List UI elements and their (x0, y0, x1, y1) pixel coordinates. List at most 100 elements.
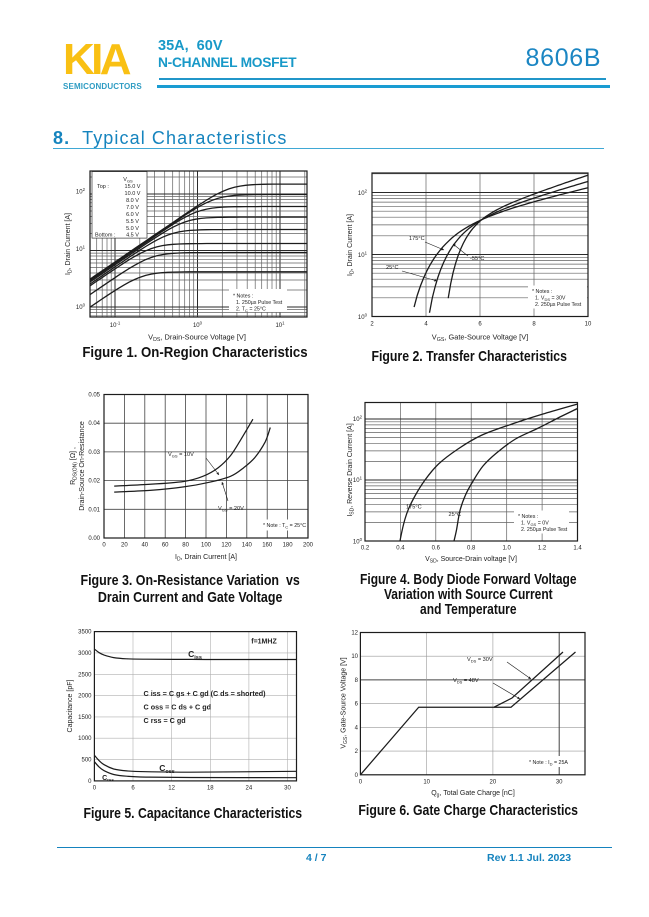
svg-text:100: 100 (193, 320, 203, 329)
svg-text:ISD, Reverse Drain Current [A]: ISD, Reverse Drain Current [A] (347, 423, 356, 516)
svg-text:6: 6 (478, 322, 482, 328)
svg-text:100: 100 (353, 537, 363, 546)
svg-text:101: 101 (353, 475, 363, 484)
svg-text:2. 250µs Pulse Test: 2. 250µs Pulse Test (521, 527, 568, 533)
svg-text:0.04: 0.04 (88, 421, 100, 427)
svg-text:10-1: 10-1 (110, 320, 121, 329)
svg-text:120: 120 (221, 543, 232, 549)
svg-text:6: 6 (355, 702, 359, 708)
svg-text:1.4: 1.4 (573, 546, 582, 552)
svg-text:Capacitance [pF]: Capacitance [pF] (67, 679, 74, 732)
svg-text:1. VGS = 0V: 1. VGS = 0V (521, 521, 549, 527)
svg-text:1. 250µs Pulse Test: 1. 250µs Pulse Test (236, 300, 283, 306)
svg-text:VGS, Gate-Source Voltage [V]: VGS, Gate-Source Voltage [V] (432, 333, 528, 344)
svg-text:2500: 2500 (78, 672, 92, 678)
svg-text:10: 10 (423, 780, 430, 786)
svg-text:C iss = C gs + C gd (C ds = sh: C iss = C gs + C gd (C ds = shorted) (144, 689, 267, 698)
svg-text:0.03: 0.03 (88, 450, 100, 456)
svg-text:ID, Drain Current [A]: ID, Drain Current [A] (65, 213, 74, 275)
svg-text:101: 101 (358, 250, 368, 259)
svg-text:C rss = C gd: C rss = C gd (144, 716, 186, 725)
svg-text:1500: 1500 (78, 715, 92, 721)
svg-text:ID, Drain Current [A]: ID, Drain Current [A] (175, 554, 237, 563)
svg-text:0.2: 0.2 (361, 546, 370, 552)
svg-text:30: 30 (284, 786, 291, 792)
svg-text:8: 8 (355, 678, 359, 684)
svg-text:4: 4 (424, 322, 428, 328)
svg-text:Top :: Top : (97, 184, 109, 190)
svg-text:VDS = 48V: VDS = 48V (453, 678, 479, 684)
svg-text:1. VDS = 30V: 1. VDS = 30V (535, 296, 566, 302)
svg-text:* Note : ID = 25A: * Note : ID = 25A (529, 760, 568, 766)
svg-text:* Notes :: * Notes : (532, 289, 552, 295)
svg-text:0: 0 (359, 780, 363, 786)
svg-text:18: 18 (207, 786, 214, 792)
svg-text:Coss: Coss (159, 763, 175, 775)
svg-text:Bottom :: Bottom : (95, 233, 116, 239)
svg-text:102: 102 (358, 188, 368, 197)
svg-text:2: 2 (355, 749, 359, 755)
svg-text:10: 10 (585, 322, 592, 328)
svg-text:100: 100 (76, 302, 86, 311)
svg-text:0.05: 0.05 (88, 393, 100, 399)
svg-text:VGS: VGS (123, 177, 133, 184)
svg-text:4.5 V: 4.5 V (126, 233, 139, 239)
svg-text:RDS(ON) [Ω] ,: RDS(ON) [Ω] , (70, 447, 79, 485)
svg-text:10.0 V: 10.0 V (125, 191, 141, 197)
svg-text:2000: 2000 (78, 694, 92, 700)
svg-text:101: 101 (76, 244, 86, 253)
svg-text:VDS = 30V: VDS = 30V (467, 657, 493, 663)
svg-text:80: 80 (182, 543, 189, 549)
svg-text:Drain-Source On-Resistance: Drain-Source On-Resistance (79, 421, 86, 511)
svg-text:2. TC = 25°C: 2. TC = 25°C (236, 307, 266, 313)
svg-text:20: 20 (490, 780, 497, 786)
svg-text:3500: 3500 (78, 630, 92, 636)
svg-text:175°C: 175°C (409, 236, 425, 242)
svg-text:-55°C: -55°C (470, 256, 484, 262)
svg-text:* Notes :: * Notes : (518, 514, 538, 520)
svg-text:3000: 3000 (78, 651, 92, 657)
svg-text:VGS, Gate-Source Voltage [V]: VGS, Gate-Source Voltage [V] (341, 657, 350, 748)
svg-text:200: 200 (303, 543, 314, 549)
svg-text:VSD, Source-Drain voltage [V]: VSD, Source-Drain voltage [V] (425, 556, 517, 565)
svg-text:100: 100 (358, 312, 368, 321)
svg-text:1.0: 1.0 (503, 546, 512, 552)
svg-text:4: 4 (355, 725, 359, 731)
svg-text:500: 500 (81, 758, 92, 764)
svg-text:102: 102 (76, 187, 86, 196)
svg-text:15.0 V: 15.0 V (125, 184, 141, 190)
svg-text:20: 20 (121, 543, 128, 549)
svg-text:0: 0 (102, 543, 106, 549)
svg-text:5.5 V: 5.5 V (126, 219, 139, 225)
svg-text:VGS = 10V: VGS = 10V (168, 452, 194, 458)
svg-text:* Note : TC = 25°C: * Note : TC = 25°C (263, 523, 306, 529)
svg-text:40: 40 (141, 543, 148, 549)
svg-text:60: 60 (162, 543, 169, 549)
svg-text:1000: 1000 (78, 736, 92, 742)
svg-text:8: 8 (532, 322, 536, 328)
svg-text:6.0 V: 6.0 V (126, 212, 139, 218)
svg-text:0: 0 (93, 786, 97, 792)
svg-text:C oss = C ds + C gd: C oss = C ds + C gd (144, 703, 212, 712)
svg-text:5.0 V: 5.0 V (126, 226, 139, 232)
svg-text:160: 160 (262, 543, 273, 549)
svg-text:0.6: 0.6 (432, 546, 441, 552)
svg-text:0.00: 0.00 (88, 536, 100, 542)
svg-text:0.8: 0.8 (467, 546, 476, 552)
svg-text:VDS, Drain-Source Voltage [V]: VDS, Drain-Source Voltage [V] (148, 333, 246, 344)
svg-text:10: 10 (351, 654, 358, 660)
svg-text:7.0 V: 7.0 V (126, 205, 139, 211)
svg-text:101: 101 (275, 320, 285, 329)
svg-text:0: 0 (355, 773, 359, 779)
svg-text:f=1MHZ: f=1MHZ (251, 639, 277, 646)
svg-text:0: 0 (88, 779, 92, 785)
svg-text:30: 30 (556, 780, 563, 786)
svg-text:25°C: 25°C (386, 265, 399, 271)
svg-text:* Notes :: * Notes : (233, 294, 253, 300)
svg-text:100: 100 (201, 543, 212, 549)
svg-text:0.01: 0.01 (88, 507, 100, 513)
svg-text:0.02: 0.02 (88, 479, 100, 485)
svg-text:Crss: Crss (102, 775, 114, 783)
svg-text:2: 2 (370, 322, 374, 328)
svg-text:1.2: 1.2 (538, 546, 547, 552)
